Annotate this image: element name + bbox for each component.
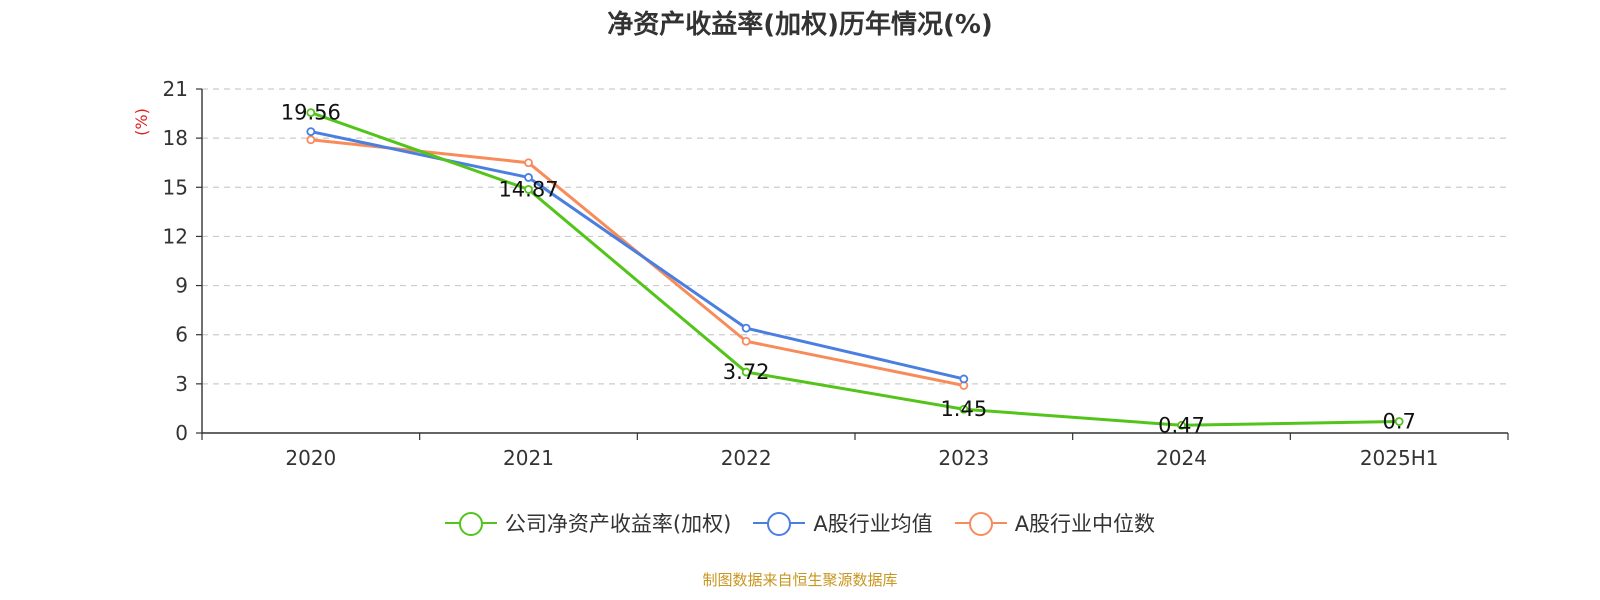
data-label: 1.45 bbox=[940, 397, 987, 421]
legend-label: A股行业中位数 bbox=[1014, 512, 1156, 536]
legend-line-circle-icon bbox=[753, 511, 806, 536]
y-tick-label: 9 bbox=[175, 274, 188, 298]
y-tick-label: 12 bbox=[163, 224, 188, 248]
x-tick-label: 2025H1 bbox=[1360, 446, 1439, 470]
legend-label: 公司净资产收益率(加权) bbox=[504, 512, 732, 536]
y-tick-label: 3 bbox=[175, 372, 188, 396]
data-point bbox=[524, 173, 533, 182]
y-tick-label: 0 bbox=[175, 421, 188, 445]
grid-lines bbox=[202, 88, 1508, 385]
data-label: 0.7 bbox=[1382, 410, 1415, 434]
x-tick-label: 2024 bbox=[1156, 446, 1207, 470]
y-axis-label: (%) bbox=[132, 108, 151, 136]
data-label: 19.56 bbox=[281, 101, 341, 125]
data-point bbox=[306, 135, 316, 145]
data-label: 3.72 bbox=[723, 360, 770, 384]
data-point bbox=[959, 374, 969, 384]
legend-item[interactable]: 公司净资产收益率(加权) bbox=[444, 508, 732, 538]
y-tick-label: 15 bbox=[163, 175, 188, 199]
data-point bbox=[1394, 417, 1404, 426]
data-point bbox=[306, 127, 316, 136]
data-labels: 19.56 14.87 3.72 1.45 0.47 0.7 bbox=[281, 101, 1416, 438]
legend: 公司净资产收益率(加权) A股行业均值 A股行业中位数 bbox=[0, 508, 1600, 538]
data-point bbox=[524, 158, 533, 168]
data-point bbox=[306, 108, 316, 117]
legend-label: A股行业均值 bbox=[813, 512, 933, 536]
data-point bbox=[524, 185, 533, 194]
data-point bbox=[741, 336, 751, 346]
x-tick-label: 2020 bbox=[285, 446, 336, 470]
legend-item[interactable]: A股行业均值 bbox=[753, 508, 933, 538]
data-point bbox=[959, 404, 969, 414]
legend-item[interactable]: A股行业中位数 bbox=[954, 508, 1156, 538]
source-note: 制图数据来自恒生聚源数据库 bbox=[702, 571, 898, 589]
data-label: 14.87 bbox=[498, 177, 558, 201]
x-tick-label: 2022 bbox=[721, 446, 772, 470]
legend-line-circle-icon bbox=[954, 511, 1007, 536]
y-tick-label: 21 bbox=[163, 77, 188, 101]
chart-title: 净资产收益率(加权)历年情况(%) bbox=[607, 10, 993, 40]
data-point bbox=[741, 323, 751, 333]
series-line bbox=[310, 111, 1400, 427]
y-tick-label: 6 bbox=[175, 323, 188, 347]
series-line bbox=[310, 138, 965, 387]
data-point bbox=[741, 367, 751, 377]
legend-line-circle-icon bbox=[444, 511, 497, 536]
data-label: 0.47 bbox=[1158, 413, 1205, 437]
y-tick-label: 18 bbox=[163, 126, 188, 150]
data-point bbox=[1177, 420, 1186, 430]
series-line bbox=[310, 130, 965, 381]
axes: 0 3 6 9 12 15 18 21 2020 2021 2022 2023 2024 2025H1 bbox=[163, 77, 1509, 470]
x-tick-label: 2023 bbox=[938, 446, 989, 470]
x-tick-label: 2021 bbox=[503, 446, 554, 470]
series-lines bbox=[306, 108, 1404, 430]
